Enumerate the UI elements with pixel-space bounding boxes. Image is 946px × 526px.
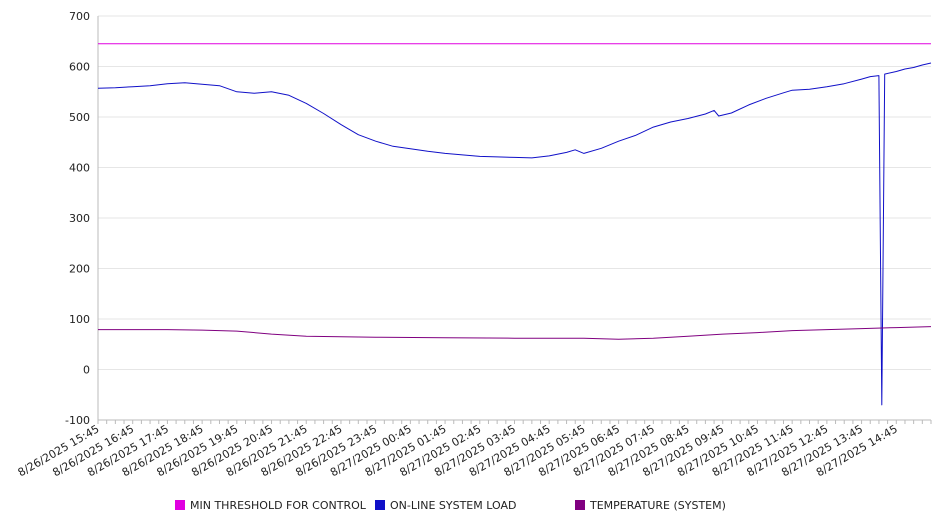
y-tick-label: 300 [69, 212, 90, 225]
y-tick-label: -100 [65, 414, 90, 427]
legend: MIN THRESHOLD FOR CONTROL ON-LINE SYSTEM … [175, 499, 726, 512]
legend-swatch [575, 500, 585, 510]
y-tick-label: 0 [83, 364, 90, 377]
series-line [97, 62, 932, 406]
y-tick-label: 600 [69, 61, 90, 74]
y-axis: -100 0 100 200 300 400 500 600 700 [65, 10, 99, 427]
legend-swatch [375, 500, 385, 510]
y-tick-label: 700 [69, 10, 90, 23]
y-tick-label: 100 [69, 313, 90, 326]
y-tick-label: 500 [69, 111, 90, 124]
legend-label: ON-LINE SYSTEM LOAD [390, 499, 516, 512]
y-tick-label: 400 [69, 162, 90, 175]
legend-label: MIN THRESHOLD FOR CONTROL [190, 499, 367, 512]
x-axis: 8/26/2025 15:458/26/2025 16:458/26/2025 … [16, 419, 932, 479]
series-lines [97, 43, 932, 406]
legend-label: TEMPERATURE (SYSTEM) [589, 499, 726, 512]
y-tick-label: 200 [69, 263, 90, 276]
gridlines [98, 15, 931, 421]
legend-swatch [175, 500, 185, 510]
series-line [98, 326, 932, 340]
